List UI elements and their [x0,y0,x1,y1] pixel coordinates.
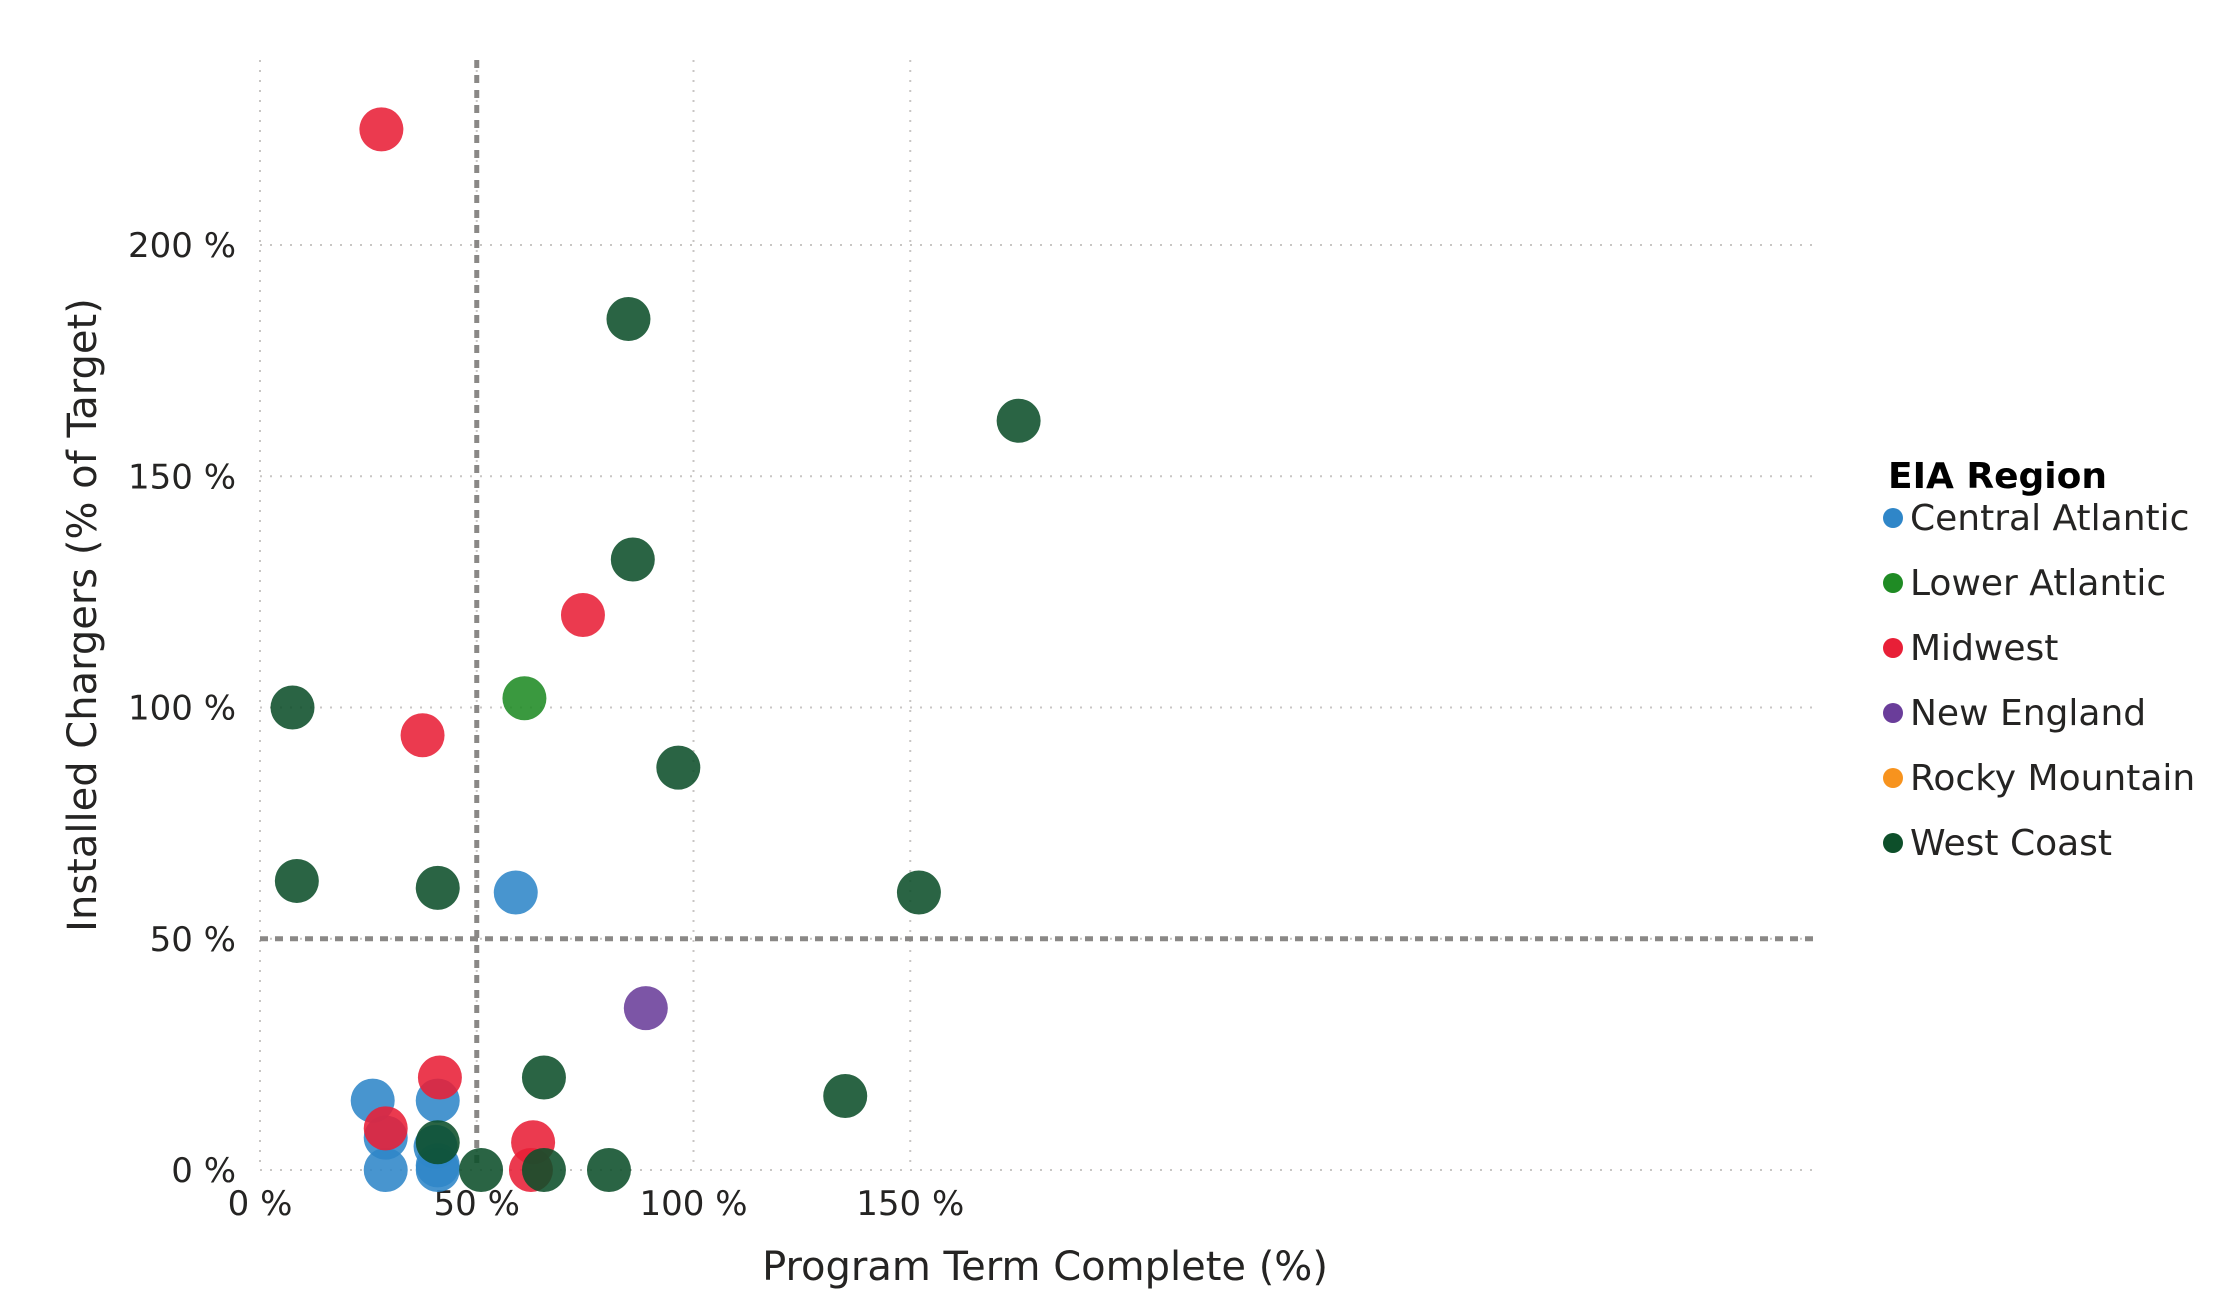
legend-marker-central-atlantic [1883,508,1903,528]
legend-marker-new-england [1883,703,1903,723]
data-point-west-coast[interactable] [521,1148,566,1192]
data-point-west-coast[interactable] [415,1120,460,1165]
y-tick-label: 200 % [128,226,236,266]
data-point-west-coast[interactable] [823,1074,868,1118]
data-point-new-england[interactable] [623,986,668,1031]
data-point-midwest[interactable] [363,1106,408,1151]
grid-lines [259,60,1820,1171]
y-tick-label: 50 % [150,920,236,960]
legend-label-lower-atlantic: Lower Atlantic [1910,563,2166,604]
data-point-midwest[interactable] [417,1055,462,1100]
data-point-midwest[interactable] [560,593,605,637]
y-axis-title: Installed Chargers (% of Target) [60,298,106,932]
data-point-midwest[interactable] [359,107,404,152]
legend-marker-lower-atlantic [1883,573,1903,593]
x-axis-title: Program Term Complete (%) [762,1244,1328,1290]
legend-marker-west-coast [1883,833,1903,853]
y-tick-label: 100 % [128,689,236,729]
data-point-west-coast[interactable] [270,685,315,730]
data-point-midwest[interactable] [400,713,445,758]
data-point-central-atlantic[interactable] [493,870,538,915]
data-point-west-coast[interactable] [521,1055,566,1100]
legend-label-west-coast: West Coast [1910,823,2112,864]
legend: EIA Region Central Atlantic Lower Atlanti… [1883,456,2195,864]
reference-lines [260,60,1820,1170]
data-point-west-coast[interactable] [996,398,1041,443]
x-tick-label: 150 % [856,1184,964,1224]
data-point-central-atlantic[interactable] [363,1148,408,1192]
data-point-west-coast[interactable] [274,858,319,903]
legend-title: EIA Region [1888,456,2107,497]
legend-label-central-atlantic: Central Atlantic [1910,498,2189,539]
data-points [270,107,1041,1192]
data-point-west-coast[interactable] [656,745,701,790]
data-point-west-coast[interactable] [610,537,655,582]
data-point-west-coast[interactable] [606,297,651,341]
y-tick-label: 150 % [128,457,236,497]
legend-marker-midwest [1883,638,1903,658]
y-tick-label: 0 % [171,1151,236,1191]
legend-marker-rocky-mountain [1883,768,1903,788]
data-point-lower-atlantic[interactable] [502,676,547,721]
x-tick-label: 100 % [639,1184,747,1224]
data-point-west-coast[interactable] [459,1148,504,1192]
x-tick-label: 0 % [228,1184,293,1224]
legend-label-midwest: Midwest [1910,628,2058,669]
data-point-west-coast[interactable] [586,1148,631,1192]
axis-ticks: 0 % 50 % 100 % 150 %0 %50 %100 %150 %200 % [128,226,964,1224]
legend-label-new-england: New England [1910,693,2146,734]
legend-label-rocky-mountain: Rocky Mountain [1910,758,2195,799]
data-point-west-coast[interactable] [415,865,460,910]
data-point-west-coast[interactable] [896,870,941,915]
